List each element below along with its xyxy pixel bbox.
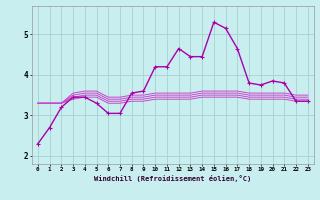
X-axis label: Windchill (Refroidissement éolien,°C): Windchill (Refroidissement éolien,°C) bbox=[94, 175, 252, 182]
